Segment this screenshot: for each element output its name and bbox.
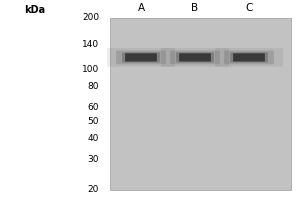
FancyBboxPatch shape xyxy=(107,48,175,67)
Bar xyxy=(110,18,291,190)
Text: C: C xyxy=(245,3,253,13)
FancyBboxPatch shape xyxy=(161,48,229,67)
FancyBboxPatch shape xyxy=(176,52,214,63)
FancyBboxPatch shape xyxy=(230,52,268,63)
FancyBboxPatch shape xyxy=(170,51,220,64)
Text: 60: 60 xyxy=(88,103,99,112)
Text: 30: 30 xyxy=(88,155,99,164)
FancyBboxPatch shape xyxy=(122,52,160,63)
FancyBboxPatch shape xyxy=(179,53,211,62)
FancyBboxPatch shape xyxy=(116,51,166,64)
Text: 50: 50 xyxy=(88,117,99,126)
Text: 200: 200 xyxy=(82,14,99,22)
Text: 140: 140 xyxy=(82,40,99,49)
Text: 40: 40 xyxy=(88,134,99,143)
Text: 80: 80 xyxy=(88,82,99,91)
FancyBboxPatch shape xyxy=(215,48,283,67)
FancyBboxPatch shape xyxy=(125,53,157,62)
FancyBboxPatch shape xyxy=(233,53,265,62)
Text: B: B xyxy=(191,3,199,13)
Text: kDa: kDa xyxy=(24,5,45,15)
Text: 20: 20 xyxy=(88,186,99,194)
FancyBboxPatch shape xyxy=(224,51,274,64)
Text: A: A xyxy=(137,3,145,13)
Text: 100: 100 xyxy=(82,65,99,74)
